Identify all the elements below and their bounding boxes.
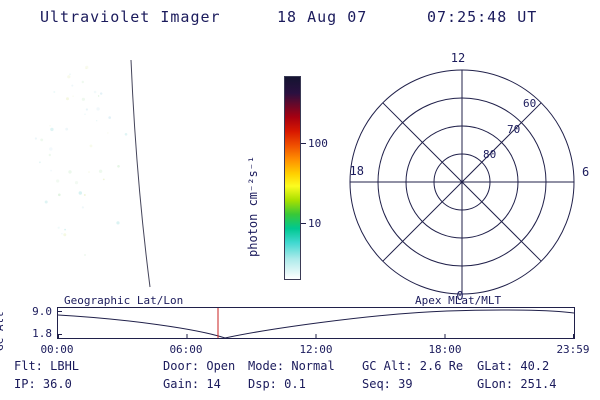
mlt-label-12: 12 (451, 51, 465, 65)
status-door: Door: Open (163, 359, 236, 373)
x-tick-1800: 18:00 (428, 343, 462, 356)
colorbar-tick-low: 10 (308, 217, 322, 230)
status-mode: Mode: Normal (248, 359, 335, 373)
gc-alt-plot-canvas (58, 308, 574, 338)
status-gain: Gain: 14 (163, 377, 221, 391)
app-title: Ultraviolet Imager (40, 8, 221, 26)
status-seq: Seq: 39 (362, 377, 413, 391)
status-glon: GLon: 251.4 (477, 377, 557, 391)
timeline-y-axis-label: GC Alt (0, 311, 6, 351)
mlt-label-6: 6 (582, 165, 589, 179)
status-glat: GLat: 40.2 (477, 359, 550, 373)
status-flt: Flt: LBHL (14, 359, 80, 373)
status-dsp: Dsp: 0.1 (248, 377, 306, 391)
polar-mlt-grid: 12 18 6 0 60 70 80 (349, 51, 589, 303)
status-ip: IP: 36.0 (14, 377, 72, 391)
timeline-left-title: Geographic Lat/Lon (64, 294, 184, 307)
timeline-y-tick-bottom: 1.8 (32, 327, 52, 340)
date-label: 18 Aug 07 (277, 8, 368, 26)
colorbar-tick-high: 100 (308, 137, 328, 150)
polar-grid-lines (349, 69, 575, 295)
gc-alt-curve (58, 309, 574, 338)
x-tick-0600: 06:00 (169, 343, 203, 356)
colorbar-tick-mark-high (301, 143, 306, 144)
mlt-label-18: 18 (350, 164, 364, 178)
timeline-axis-ticks (58, 311, 574, 338)
mlt-label-0: 0 (456, 289, 463, 303)
lat-label-60: 60 (523, 97, 536, 110)
lat-label-80: 80 (483, 148, 496, 161)
gc-alt-timeline-plot (57, 307, 575, 339)
colorbar-tick-mark-low (301, 223, 306, 224)
colorbar-units-label: photon cm⁻²s⁻¹ (246, 155, 260, 257)
speckle-layer (34, 65, 128, 256)
timeline-right-title: Apex MLat/MLT (415, 294, 502, 307)
timeline-y-tick-top: 9.0 (32, 305, 52, 318)
uv-image-area (34, 59, 151, 288)
lat-label-70: 70 (507, 123, 520, 136)
x-tick-2359: 23:59 (556, 343, 590, 356)
time-label: 07:25:48 UT (427, 8, 538, 26)
earth-limb-arc (130, 59, 151, 288)
x-tick-0000: 00:00 (40, 343, 74, 356)
x-tick-1200: 12:00 (299, 343, 333, 356)
colorbar (284, 76, 301, 280)
status-gc-alt: GC Alt: 2.6 Re (362, 359, 464, 373)
